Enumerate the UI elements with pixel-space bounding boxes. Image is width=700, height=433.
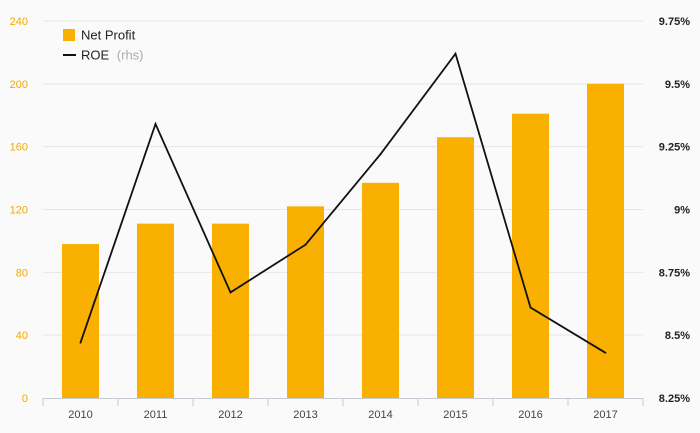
bar-net-profit (137, 223, 174, 398)
left-tick-label: 200 (10, 79, 28, 91)
right-tick-label: 8.25% (659, 393, 690, 405)
point-roe (529, 306, 532, 309)
x-tick-label: 2012 (218, 409, 242, 421)
legend-roe-suffix: (rhs) (117, 48, 144, 63)
x-tick-label: 2010 (68, 409, 92, 421)
left-tick-label: 80 (16, 267, 28, 279)
left-tick-label: 120 (10, 205, 28, 217)
point-roe (229, 291, 232, 294)
left-tick-label: 240 (10, 16, 28, 28)
x-axis: 2010 2011 2012 2013 2014 2015 2016 2017 (42, 398, 644, 421)
point-roe (379, 153, 382, 156)
point-roe (304, 243, 307, 246)
legend-roe-name: ROE (81, 48, 110, 63)
x-tick-label: 2015 (443, 409, 467, 421)
right-tick-label: 8.5% (665, 330, 690, 342)
left-axis-ticks: 0 40 80 120 160 200 240 (10, 16, 28, 405)
bars (62, 83, 624, 398)
right-tick-label: 9.5% (665, 79, 690, 91)
right-tick-label: 9.25% (659, 142, 690, 154)
point-roe (604, 351, 607, 354)
right-tick-label: 9.75% (659, 16, 690, 28)
right-tick-label: 8.75% (659, 267, 690, 279)
bar-net-profit (587, 83, 624, 398)
line-series (79, 51, 607, 354)
point-roe (79, 341, 82, 344)
line-roe (79, 51, 606, 354)
left-tick-label: 0 (22, 393, 28, 405)
legend-label-roe: ROE (rhs) (81, 48, 144, 63)
left-tick-label: 160 (10, 142, 28, 154)
left-tick-label: 40 (16, 330, 28, 342)
legend-label-net-profit: Net Profit (81, 28, 136, 43)
point-roe (154, 123, 157, 125)
bar-net-profit (62, 244, 99, 398)
bar-net-profit (362, 182, 399, 398)
bar-net-profit (512, 113, 549, 398)
x-tick-label: 2017 (593, 409, 617, 421)
x-tick-label: 2014 (368, 409, 392, 421)
right-axis-ticks: 8.25% 8.5% 8.75% 9% 9.25% 9.5% 9.75% (659, 16, 690, 405)
right-tick-label: 9% (674, 205, 690, 217)
point-roe (454, 52, 457, 55)
bar-net-profit (212, 223, 249, 398)
x-tick-label: 2013 (293, 409, 317, 421)
bar-net-profit (437, 137, 474, 398)
legend: Net Profit ROE (rhs) (63, 28, 144, 63)
x-tick-label: 2016 (518, 409, 542, 421)
gridlines (43, 20, 643, 336)
legend-swatch-net-profit (63, 29, 75, 41)
bar-net-profit (287, 206, 324, 398)
x-tick-label: 2011 (144, 409, 168, 421)
